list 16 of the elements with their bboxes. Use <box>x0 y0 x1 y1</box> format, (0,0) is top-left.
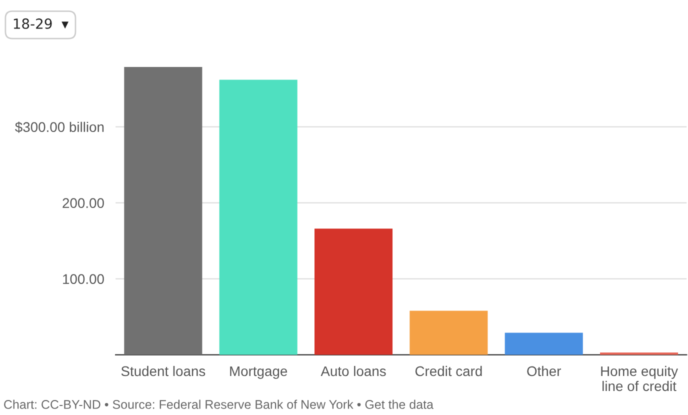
bar <box>124 66 202 355</box>
x-tick-label: Student loans <box>121 366 206 376</box>
x-tick-label: Credit card <box>415 366 482 376</box>
y-tick-label: 200.00 <box>62 198 104 208</box>
x-tick-label: Mortgage <box>230 366 288 379</box>
x-tick-label: Auto loans <box>320 366 386 376</box>
bar <box>504 332 583 355</box>
bar <box>410 310 488 355</box>
bar <box>219 80 298 355</box>
x-tick-label: Other <box>527 366 562 376</box>
y-tick-label: $300.00 billion <box>15 122 104 133</box>
text: Chart: CC-BY-ND • Source: Federal Reserve Bank of New York • Get the data <box>4 400 434 409</box>
text: 18-29 ▾ <box>14 18 69 29</box>
bar <box>314 228 393 355</box>
y-tick-label: 100.00 <box>63 274 104 284</box>
x-tick-label: Home equity line of credit <box>601 366 678 392</box>
